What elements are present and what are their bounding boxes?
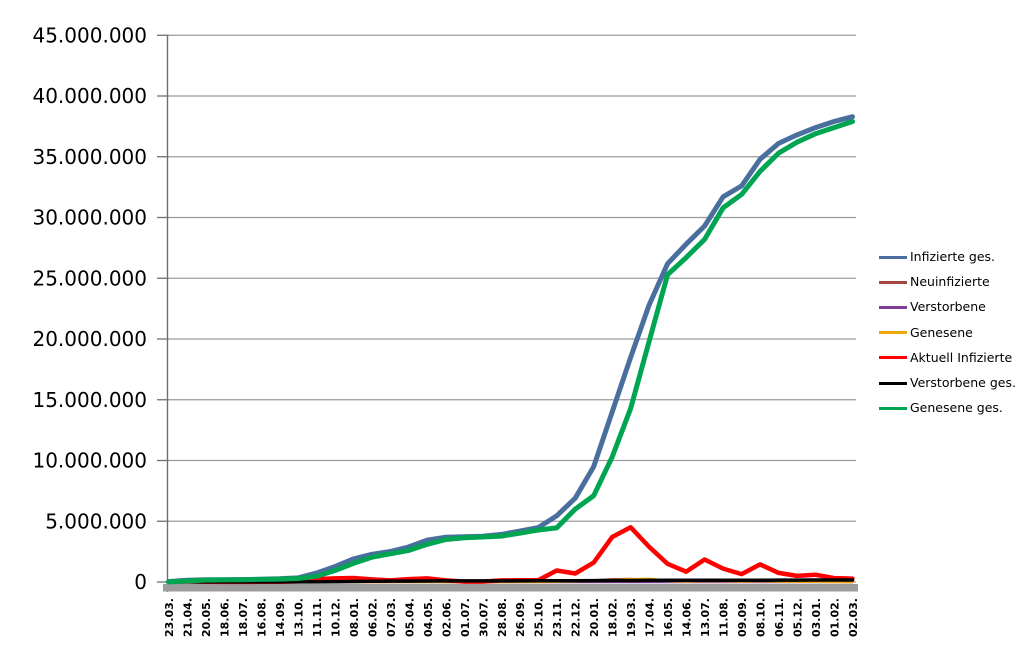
x-axis-label: 22.12. <box>570 598 583 637</box>
x-axis-label: 18.02. <box>607 598 620 637</box>
y-axis-label: 15.000.000 <box>32 388 147 412</box>
x-axis-label: 10.12. <box>329 598 342 637</box>
legend-label: Verstorbene <box>910 299 986 315</box>
legend-item: Verstorbene ges. <box>879 370 1016 395</box>
series-line-verstorbene-ges <box>166 578 855 584</box>
y-axis-label: 30.000.000 <box>32 206 147 230</box>
legend-label: Genesene <box>910 324 973 340</box>
x-axis-label: 13.10. <box>292 598 305 637</box>
x-axis-label: 01.02. <box>829 598 842 637</box>
legend-item: Genesene ges. <box>879 396 1016 421</box>
x-axis-label: 26.09. <box>514 598 527 637</box>
legend-item: Neuinfizierte <box>879 270 1016 295</box>
x-axis-label: 16.08. <box>255 598 268 637</box>
x-axis-label: 07.03. <box>385 598 398 637</box>
x-axis-label: 18.07. <box>237 598 250 637</box>
x-axis-label: 17.04. <box>644 598 657 637</box>
x-axis-label: 20.01. <box>588 598 601 637</box>
legend-color-marker <box>879 256 907 260</box>
legend-color-marker <box>879 381 907 385</box>
legend-item: Infizierte ges. <box>879 245 1016 270</box>
legend-color-marker <box>879 406 907 410</box>
legend-item: Genesene <box>879 320 1016 345</box>
x-axis-label: 25.10. <box>533 598 546 637</box>
x-axis-label: 20.05. <box>200 598 213 637</box>
plot-baseline-bar <box>163 584 858 592</box>
x-axis-label: 11.08. <box>718 598 731 637</box>
x-axis-label: 04.05. <box>422 598 435 637</box>
legend-color-marker <box>879 281 907 285</box>
x-axis-label: 02.03. <box>847 598 860 637</box>
legend-color-marker <box>879 306 907 310</box>
x-axis-label: 23.03. <box>163 598 176 637</box>
x-axis-label: 16.05. <box>662 598 675 637</box>
x-axis-label: 30.07. <box>477 598 490 637</box>
x-axis-label: 14.06. <box>681 598 694 637</box>
legend-label: Neuinfizierte <box>910 274 990 290</box>
legend-label: Aktuell Infizierte <box>910 349 1013 365</box>
y-axis-label: 5.000.000 <box>45 509 147 533</box>
y-axis-label: 0 <box>134 570 147 594</box>
y-axis-label: 10.000.000 <box>32 449 147 473</box>
y-axis-label: 40.000.000 <box>32 84 147 108</box>
legend: Infizierte ges. Neuinfizierte Verstorben… <box>879 245 1016 421</box>
y-axis-label: 20.000.000 <box>32 327 147 351</box>
x-axis-label: 28.08. <box>496 598 509 637</box>
x-axis-label: 21.04. <box>181 598 194 637</box>
x-axis-label: 09.09. <box>736 598 749 637</box>
x-axis-label: 06.02. <box>366 598 379 637</box>
x-axis-label: 03.01. <box>810 598 823 637</box>
x-axis-label: 05.12. <box>792 598 805 637</box>
legend-label: Verstorbene ges. <box>910 374 1016 390</box>
series-line-genesene-ges <box>166 119 855 585</box>
y-axis-label: 35.000.000 <box>32 145 147 169</box>
legend-color-marker <box>879 356 907 360</box>
x-axis-label: 19.03. <box>625 598 638 637</box>
legend-label: Infizierte ges. <box>910 249 996 265</box>
legend-item: Verstorbene <box>879 295 1016 320</box>
x-axis-label: 13.07. <box>699 598 712 637</box>
x-axis-label: 08.10. <box>755 598 768 637</box>
legend-color-marker <box>879 331 907 335</box>
legend-item: Aktuell Infizierte <box>879 345 1016 370</box>
x-axis-label: 18.06. <box>218 598 231 637</box>
x-axis-label: 06.11. <box>773 598 786 637</box>
y-axis-label: 45.000.000 <box>32 23 147 47</box>
x-axis-label: 01.07. <box>459 598 472 637</box>
x-axis-label: 02.06. <box>440 598 453 637</box>
y-axis-label: 25.000.000 <box>32 266 147 290</box>
x-axis-label: 08.01. <box>348 598 361 637</box>
x-axis-label: 23.11. <box>551 598 564 637</box>
legend-label: Genesene ges. <box>910 399 1003 415</box>
x-axis-label: 05.04. <box>403 598 416 637</box>
x-axis-label: 14.09. <box>274 598 287 637</box>
x-axis-label: 11.11. <box>311 598 324 637</box>
